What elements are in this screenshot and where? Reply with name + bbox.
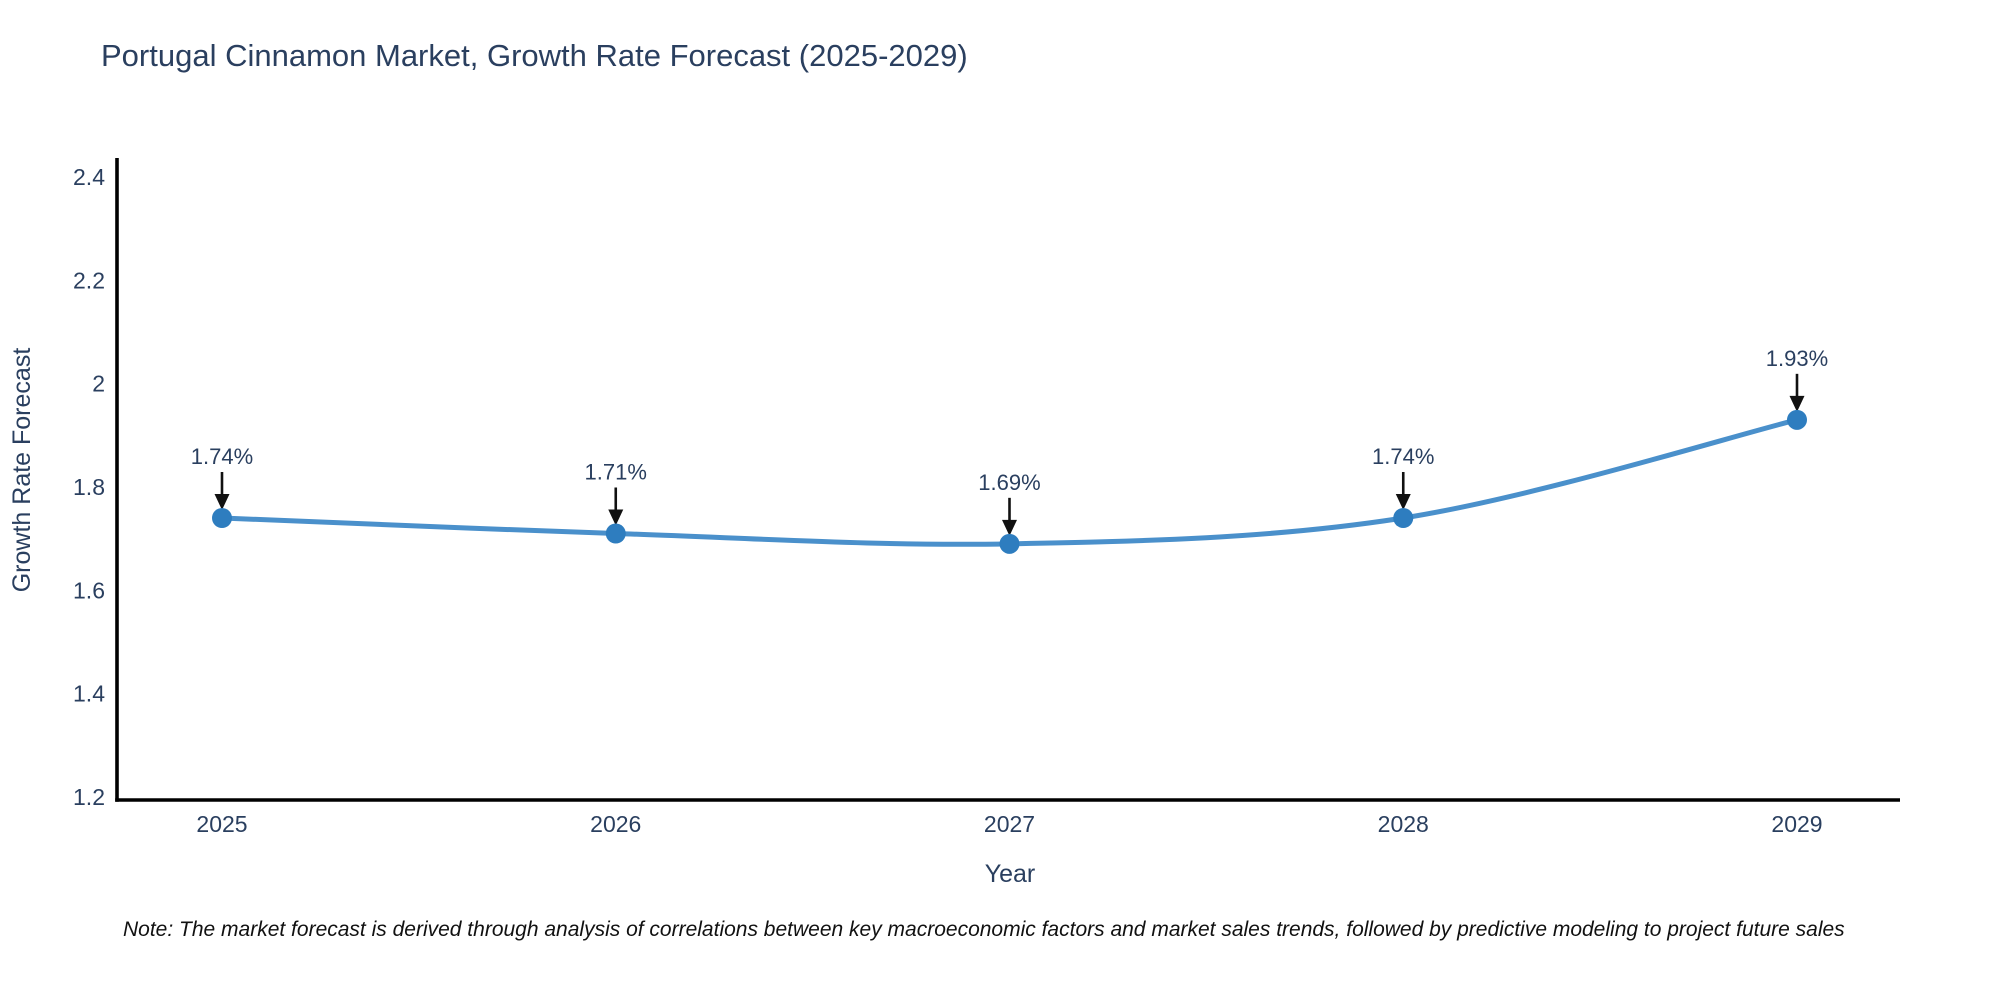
y-tick-label: 1.4 (73, 681, 105, 707)
y-tick-label: 2.4 (73, 164, 105, 190)
data-point-marker (212, 508, 232, 528)
annotation-label: 1.71% (585, 460, 647, 485)
x-tick-label: 2029 (1771, 811, 1822, 837)
annotation-label: 1.74% (191, 444, 253, 469)
plot-area: 1.2 1.4 1.6 1.8 2 2.2 2.4 2025 2026 2027 2028 2029 1… (73, 164, 1828, 837)
annotation-arrowhead (1789, 395, 1805, 412)
annotation-label: 1.93% (1766, 346, 1828, 371)
y-tick-label: 1.2 (73, 784, 105, 810)
y-axis-title: Growth Rate Forecast (8, 348, 36, 593)
data-point-marker (605, 523, 626, 544)
x-tick-label: 2026 (590, 811, 641, 837)
data-point-marker (1393, 508, 1414, 528)
data-point-marker (999, 533, 1020, 554)
annotation-label: 1.69% (978, 470, 1040, 495)
x-axis-title: Year (985, 860, 1036, 888)
chart-title: Portugal Cinnamon Market, Growth Rate Fo… (101, 38, 968, 73)
footnote: Note: The market forecast is derived thr… (123, 918, 1845, 941)
annotation-arrowhead (1002, 519, 1017, 536)
annotation-arrowhead (1395, 494, 1411, 510)
y-tick-label: 2.2 (73, 267, 105, 293)
y-tick-label: 2 (92, 371, 105, 397)
x-tick-label: 2025 (196, 811, 247, 837)
y-tick-label: 1.6 (73, 577, 105, 603)
annotation-arrowhead (214, 494, 230, 510)
x-tick-label: 2027 (984, 811, 1035, 837)
y-tick-label: 1.8 (73, 474, 105, 500)
annotation-arrowhead (608, 509, 624, 526)
x-tick-label: 2028 (1378, 811, 1429, 837)
annotation-label: 1.74% (1372, 444, 1434, 469)
data-point-marker (1787, 409, 1807, 430)
